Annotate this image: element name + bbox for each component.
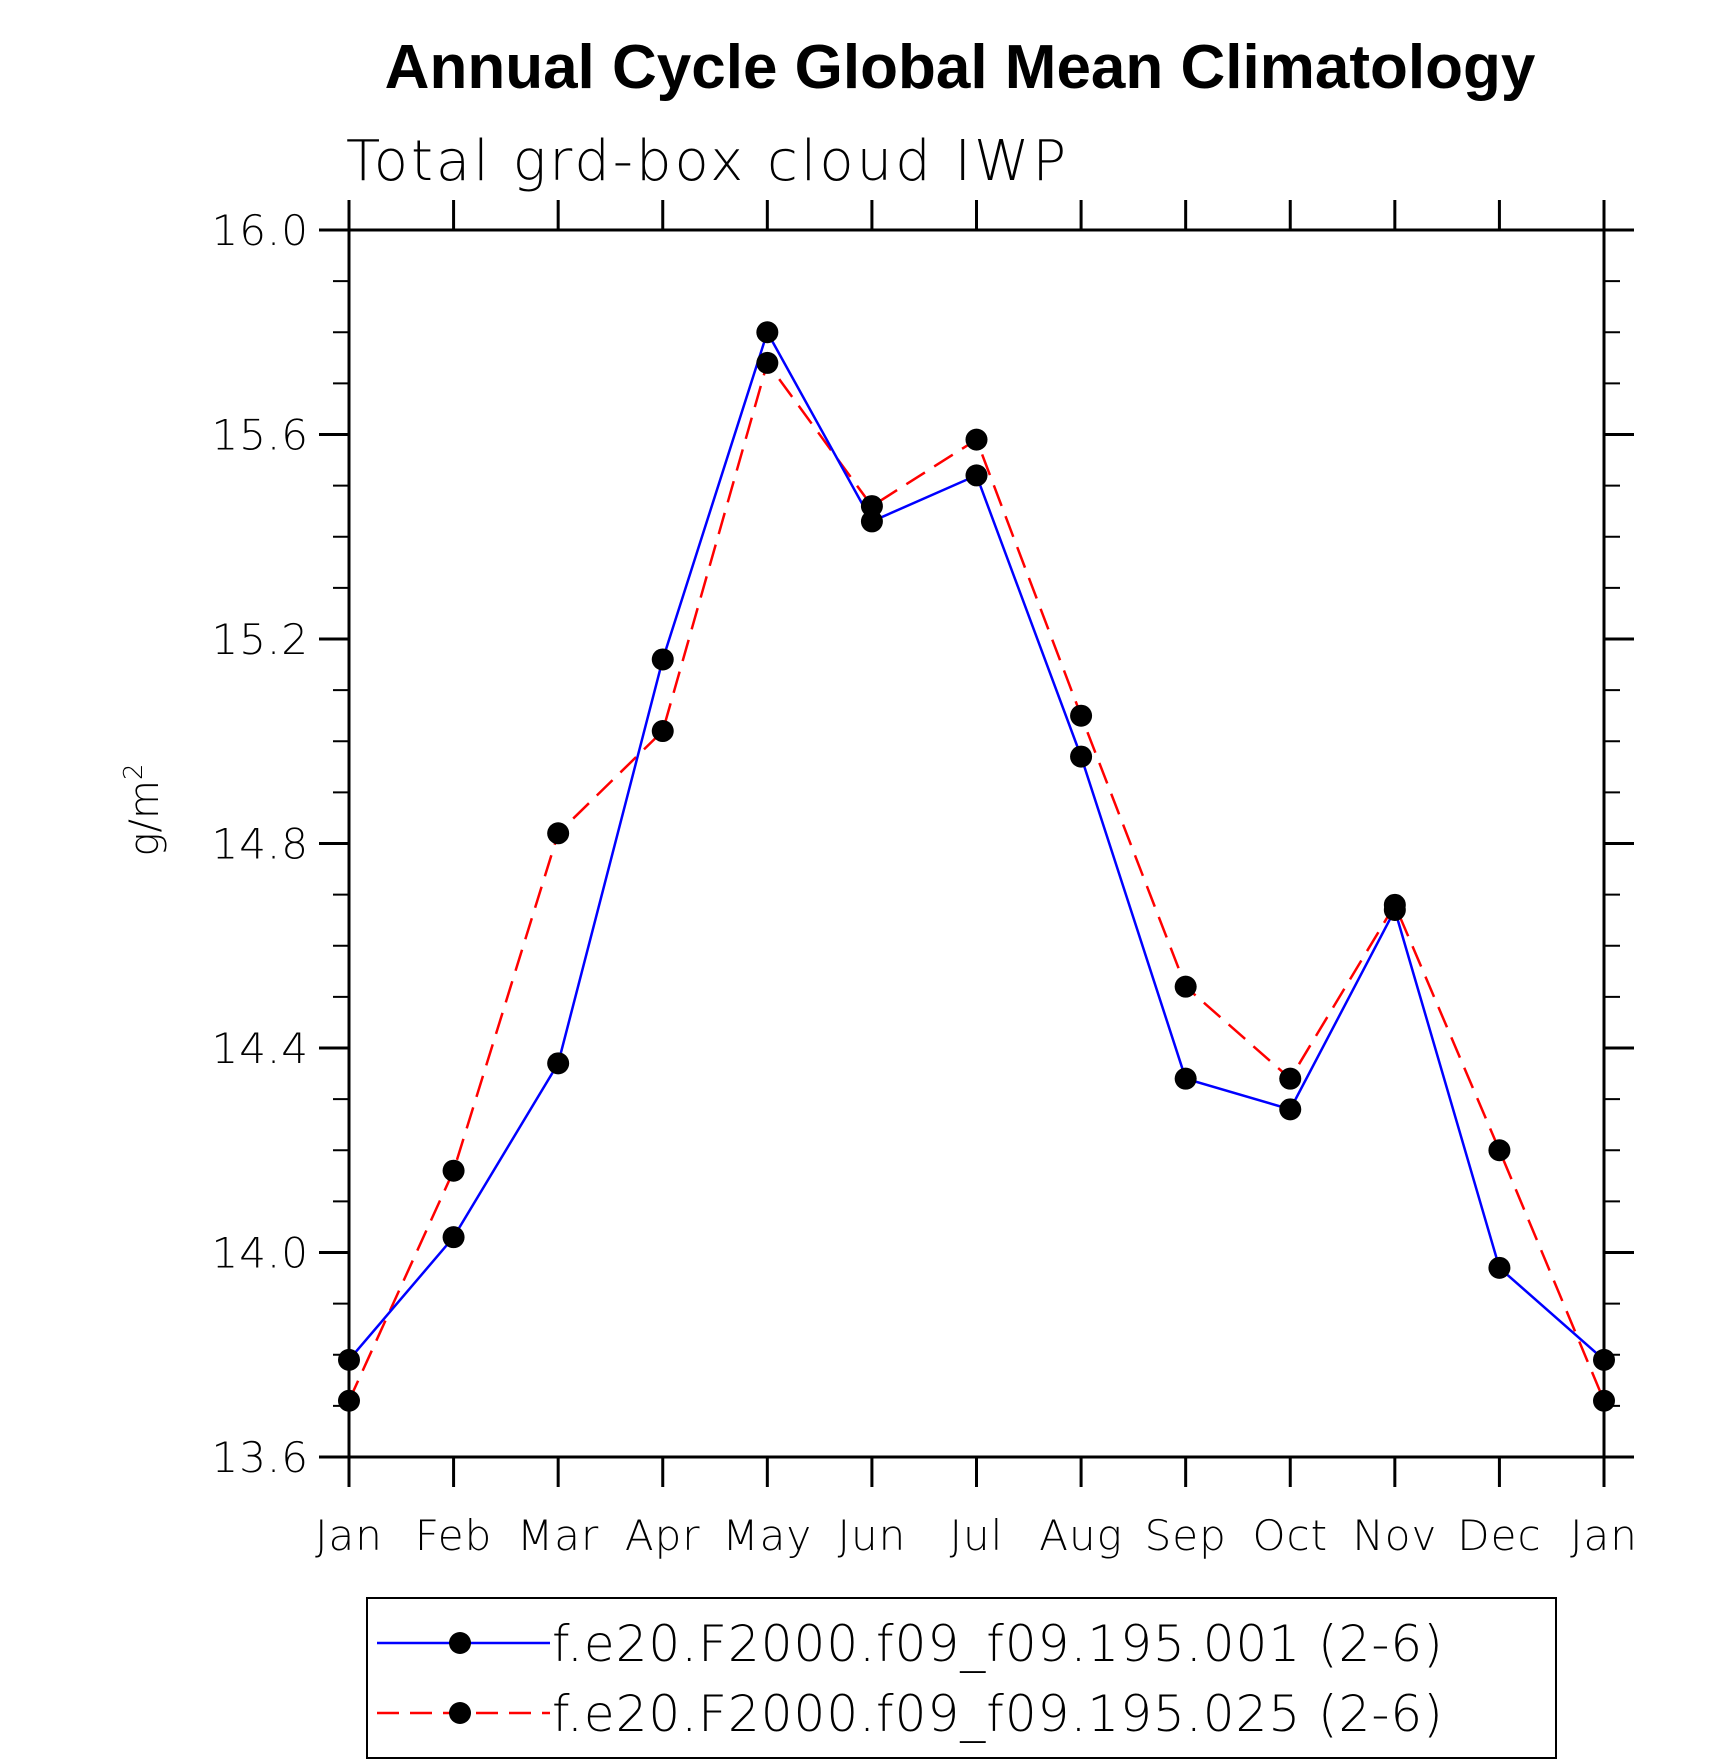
x-tick-label: Dec <box>1457 1511 1541 1560</box>
x-tick-label: Mar <box>517 1511 599 1560</box>
series-2-point <box>1279 1067 1302 1090</box>
series-2-point <box>965 428 988 451</box>
legend: f.e20.F2000.f09_f09.195.001 (2-6) f.e20.F… <box>366 1597 1557 1759</box>
x-tick-label: Jan <box>315 1511 383 1560</box>
x-tick-label: Feb <box>415 1511 492 1560</box>
series-2-point <box>1383 893 1406 916</box>
series-1-point <box>1070 745 1093 768</box>
series-2-point <box>547 822 570 845</box>
series-1-point <box>1593 1348 1615 1371</box>
x-tick-label: Oct <box>1252 1511 1328 1560</box>
series-1-point <box>1279 1098 1302 1121</box>
y-tick-label: 16.0 <box>211 206 309 255</box>
y-axis-label-superscript: 2 <box>119 764 149 781</box>
plot-frame <box>347 228 1606 1459</box>
series-1-point <box>547 1052 570 1075</box>
chart-subtitle: Total grd-box cloud IWP <box>346 129 1069 194</box>
series-1-point <box>338 1348 360 1371</box>
svg-text:g/m2: g/m2 <box>119 764 168 857</box>
chart-title: Annual Cycle Global Mean Climatology <box>385 33 1536 102</box>
x-tick-label: Sep <box>1145 1511 1227 1560</box>
x-tick-label: Apr <box>625 1511 701 1560</box>
legend-label-2: f.e20.F2000.f09_f09.195.025 (2-6) <box>552 1685 1444 1743</box>
y-tick-labels: 13.6 14.0 14.4 14.8 15.2 15.6 16.0 <box>211 206 309 1482</box>
series-1-point <box>965 464 988 487</box>
series-2-point <box>651 720 674 743</box>
y-axis-label-text: g/m <box>122 780 168 856</box>
series-2-point <box>1070 704 1093 727</box>
series-line-2 <box>347 360 1606 1402</box>
x-tick-label: Aug <box>1039 1511 1123 1560</box>
y-tick-label: 14.4 <box>211 1024 309 1073</box>
y-tick-label: 13.6 <box>211 1433 309 1482</box>
series-1-point <box>1174 1067 1197 1090</box>
series-layer <box>338 321 1615 1412</box>
series-1-point <box>651 648 674 671</box>
legend-box <box>366 1597 1557 1759</box>
series-2-point <box>1593 1389 1615 1412</box>
x-tick-label: Jan <box>1570 1511 1638 1560</box>
series-1-point <box>442 1226 465 1249</box>
series-2-point <box>860 495 883 518</box>
legend-marker-1 <box>449 1632 471 1654</box>
series-2-point <box>442 1159 465 1182</box>
y-tick-label: 15.2 <box>211 615 309 664</box>
series-1-point <box>1488 1256 1511 1279</box>
series-1-point <box>860 510 883 533</box>
series-2-point <box>1174 975 1197 998</box>
series-2-point <box>338 1389 360 1412</box>
y-tick-label: 14.8 <box>211 820 309 869</box>
legend-marker-2 <box>449 1702 471 1724</box>
legend-label-1: f.e20.F2000.f09_f09.195.001 (2-6) <box>552 1615 1444 1673</box>
y-axis-label: g/m2 <box>119 764 168 857</box>
series-2-point <box>1488 1139 1511 1162</box>
series-1-point <box>756 321 779 344</box>
axis-ticks <box>319 200 1634 1487</box>
x-tick-labels: Jan Feb Mar Apr May Jun Jul Aug Sep Oct Nov Dec Jan <box>315 1511 1638 1560</box>
x-tick-label: May <box>722 1511 812 1560</box>
x-tick-label: Jun <box>838 1511 907 1560</box>
x-tick-label: Nov <box>1352 1511 1437 1560</box>
y-tick-label: 14.0 <box>211 1229 309 1278</box>
series-2-point <box>756 351 779 374</box>
x-tick-label: Jul <box>950 1511 1004 1560</box>
y-tick-label: 15.6 <box>211 411 309 460</box>
